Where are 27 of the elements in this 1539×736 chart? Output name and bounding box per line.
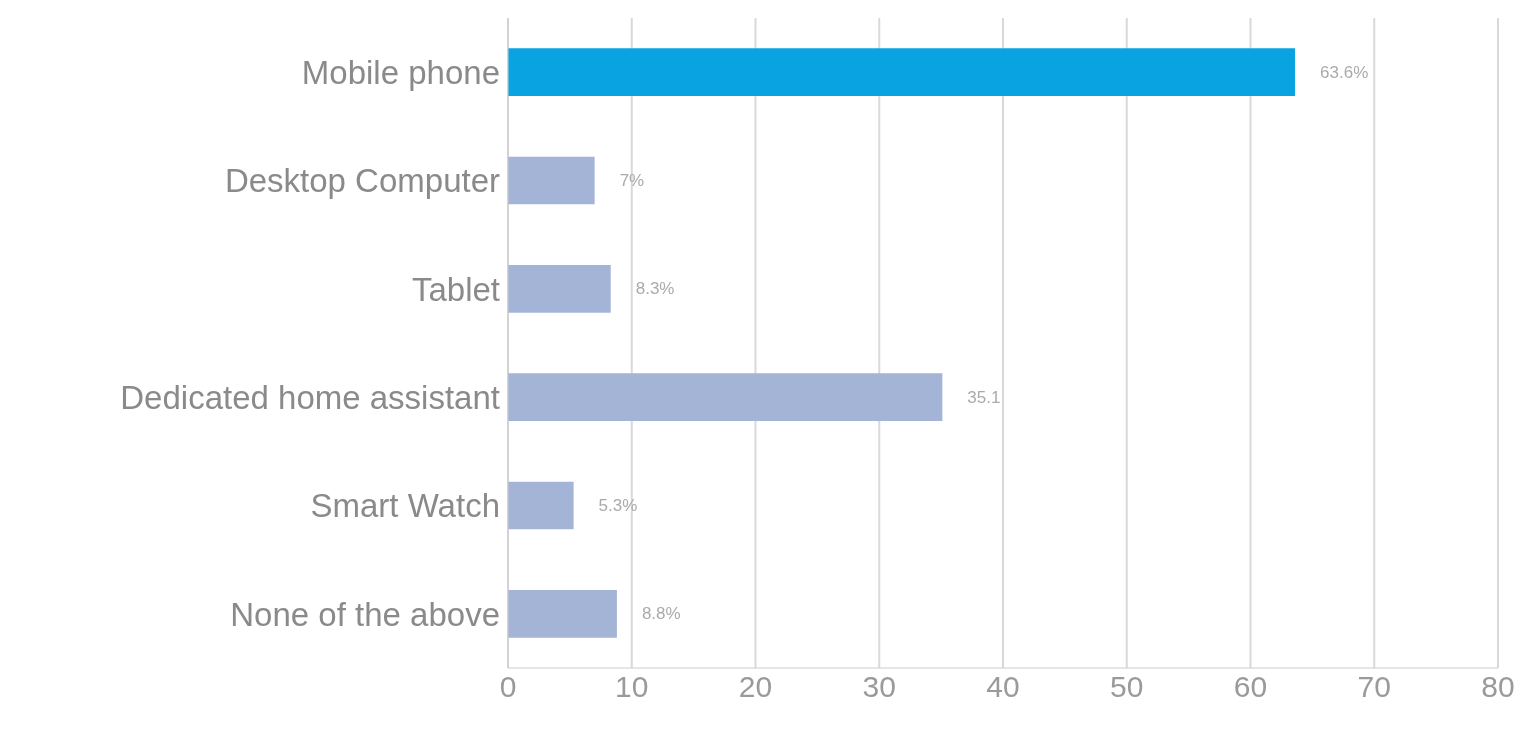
bar	[508, 590, 617, 638]
y-tick-label: Smart Watch	[310, 487, 500, 525]
x-tick-label: 30	[862, 670, 896, 704]
data-label: 7%	[619, 171, 645, 190]
y-tick-label: None of the above	[230, 595, 500, 633]
data-label: 8.8%	[641, 604, 681, 624]
x-tick-label: 70	[1357, 670, 1391, 704]
y-tick-label: Mobile phone	[301, 53, 500, 91]
data-label: 5.3%	[598, 496, 638, 515]
x-tick-label: 10	[615, 670, 649, 704]
y-tick-label: Dedicated home assistant	[120, 378, 500, 416]
data-label: 63.6%	[1320, 62, 1369, 82]
bar	[508, 48, 1296, 96]
bar	[508, 156, 595, 205]
x-tick-label: 0	[499, 670, 517, 704]
bar	[508, 265, 611, 313]
x-tick-label: 60	[1233, 670, 1268, 704]
x-tick-label: 80	[1481, 670, 1515, 704]
data-label: 8.3%	[635, 279, 675, 299]
bar	[508, 481, 574, 530]
x-tick-label: 50	[1110, 670, 1144, 704]
bar	[508, 373, 943, 421]
x-tick-label: 40	[986, 670, 1020, 704]
x-tick-label: 20	[738, 670, 773, 704]
data-label: 35.1	[967, 387, 1001, 407]
y-tick-label: Tablet	[411, 270, 500, 308]
y-tick-label: Desktop Computer	[224, 162, 500, 200]
